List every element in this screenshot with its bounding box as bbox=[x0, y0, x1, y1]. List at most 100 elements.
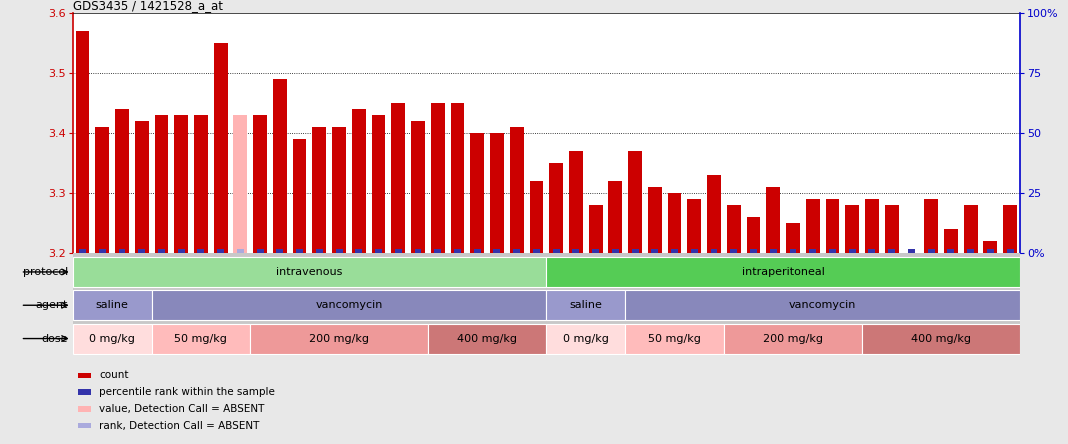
Bar bbox=[454, 249, 461, 253]
Bar bbox=[688, 199, 702, 253]
Bar bbox=[770, 249, 776, 253]
Bar bbox=[73, 257, 546, 287]
Bar bbox=[710, 249, 718, 253]
Bar bbox=[908, 249, 915, 253]
Text: percentile rank within the sample: percentile rank within the sample bbox=[99, 387, 276, 397]
Bar bbox=[987, 249, 994, 253]
Bar bbox=[546, 257, 1020, 287]
Bar bbox=[625, 290, 1020, 320]
Bar bbox=[98, 249, 106, 253]
Bar bbox=[493, 249, 501, 253]
Bar bbox=[963, 205, 977, 253]
Bar bbox=[592, 249, 599, 253]
Bar bbox=[810, 249, 816, 253]
Bar bbox=[332, 127, 346, 253]
Bar bbox=[968, 249, 974, 253]
Bar bbox=[138, 249, 145, 253]
Text: 200 mg/kg: 200 mg/kg bbox=[763, 333, 823, 344]
Bar bbox=[1003, 205, 1017, 253]
Bar bbox=[474, 249, 481, 253]
Bar bbox=[273, 79, 286, 253]
Text: 0 mg/kg: 0 mg/kg bbox=[563, 333, 609, 344]
Bar bbox=[451, 103, 465, 253]
Bar bbox=[395, 249, 402, 253]
Bar bbox=[889, 249, 895, 253]
Text: 50 mg/kg: 50 mg/kg bbox=[648, 333, 701, 344]
Bar bbox=[845, 205, 859, 253]
Bar bbox=[806, 199, 819, 253]
Bar bbox=[549, 163, 563, 253]
Bar bbox=[668, 193, 681, 253]
Bar bbox=[335, 249, 343, 253]
Bar bbox=[391, 103, 405, 253]
Bar bbox=[826, 199, 839, 253]
Bar bbox=[514, 249, 520, 253]
Bar bbox=[984, 241, 998, 253]
Bar bbox=[849, 249, 855, 253]
Bar bbox=[428, 324, 546, 353]
Bar bbox=[553, 249, 560, 253]
Bar bbox=[372, 115, 386, 253]
Bar bbox=[865, 199, 879, 253]
Bar bbox=[73, 290, 152, 320]
Text: saline: saline bbox=[569, 300, 602, 310]
Text: 400 mg/kg: 400 mg/kg bbox=[911, 333, 971, 344]
Bar bbox=[569, 151, 583, 253]
Bar bbox=[490, 133, 504, 253]
Bar bbox=[237, 249, 244, 253]
Bar bbox=[625, 324, 724, 353]
Text: GDS3435 / 1421528_a_at: GDS3435 / 1421528_a_at bbox=[73, 0, 222, 12]
Bar bbox=[868, 249, 876, 253]
Text: vancomycin: vancomycin bbox=[789, 300, 857, 310]
Bar bbox=[115, 109, 129, 253]
Bar bbox=[256, 249, 264, 253]
Bar bbox=[313, 127, 326, 253]
Bar bbox=[767, 187, 780, 253]
Bar bbox=[375, 249, 382, 253]
Bar bbox=[924, 199, 938, 253]
Text: saline: saline bbox=[96, 300, 128, 310]
Bar bbox=[95, 127, 109, 253]
Bar bbox=[194, 115, 208, 253]
Bar bbox=[789, 249, 797, 253]
Bar bbox=[217, 249, 224, 253]
Bar bbox=[152, 324, 250, 353]
Bar bbox=[928, 249, 934, 253]
Bar bbox=[750, 249, 757, 253]
Bar bbox=[724, 324, 862, 353]
Bar bbox=[250, 324, 428, 353]
Bar bbox=[628, 151, 642, 253]
Bar bbox=[533, 249, 539, 253]
Text: agent: agent bbox=[35, 300, 68, 310]
Text: vancomycin: vancomycin bbox=[315, 300, 382, 310]
Bar bbox=[671, 249, 678, 253]
Bar bbox=[612, 249, 618, 253]
Bar bbox=[609, 181, 623, 253]
Bar bbox=[174, 115, 188, 253]
Text: intraperitoneal: intraperitoneal bbox=[741, 267, 824, 277]
Bar bbox=[862, 324, 1020, 353]
Bar bbox=[414, 249, 422, 253]
Bar bbox=[177, 249, 185, 253]
Text: dose: dose bbox=[42, 333, 68, 344]
Text: 400 mg/kg: 400 mg/kg bbox=[457, 333, 517, 344]
Bar bbox=[234, 115, 248, 253]
Bar bbox=[648, 187, 662, 253]
Bar bbox=[214, 44, 227, 253]
Bar bbox=[430, 103, 444, 253]
Bar bbox=[73, 324, 152, 353]
Bar bbox=[198, 249, 204, 253]
Bar bbox=[731, 249, 737, 253]
Bar bbox=[135, 121, 148, 253]
Bar bbox=[829, 249, 836, 253]
Bar bbox=[572, 249, 579, 253]
Bar bbox=[530, 181, 544, 253]
Bar bbox=[79, 249, 85, 253]
Bar bbox=[155, 115, 169, 253]
Text: count: count bbox=[99, 370, 129, 380]
Bar bbox=[588, 205, 602, 253]
Bar bbox=[747, 217, 760, 253]
Bar bbox=[277, 249, 283, 253]
Text: 200 mg/kg: 200 mg/kg bbox=[309, 333, 370, 344]
Bar bbox=[351, 109, 365, 253]
